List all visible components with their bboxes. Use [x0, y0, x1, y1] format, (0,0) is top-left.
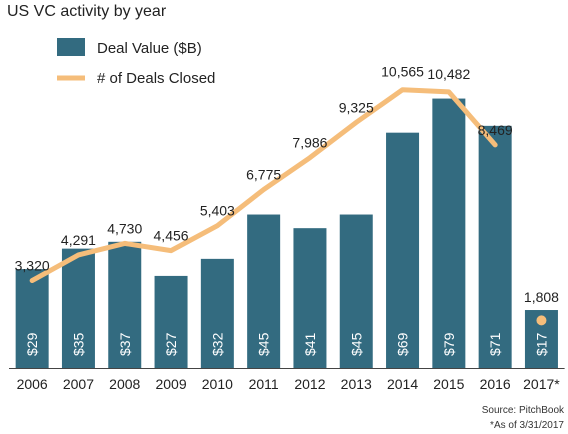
x-tick-label: 2011 [249, 376, 279, 392]
deals-value-label: 5,403 [200, 203, 235, 219]
bar-2015 [432, 98, 466, 368]
x-tick-label: 2010 [202, 376, 233, 392]
date-footnote: *As of 3/31/2017 [490, 420, 564, 431]
bar-value-label: $41 [302, 332, 318, 356]
deals-value-label: 3,320 [15, 258, 50, 274]
bar-value-label: $29 [24, 332, 40, 356]
bar-value-label: $37 [117, 332, 133, 356]
bar-2014 [386, 132, 420, 368]
deals-value-label: 7,986 [292, 135, 327, 151]
x-tick-label: 2008 [109, 376, 140, 392]
deals-value-label: 4,291 [61, 232, 96, 248]
bar-value-label: $45 [256, 332, 272, 356]
bar-2008 [108, 241, 142, 368]
bar-2011 [247, 214, 281, 368]
bar-value-label: $32 [209, 332, 225, 356]
line-series: 3,320 4,291 4,730 4,456 5,403 6,775 7,986 9,325… [15, 64, 559, 326]
x-tick-label: 2013 [341, 376, 372, 392]
chart-title: US VC activity by year [7, 3, 167, 20]
bar-2009 [154, 275, 188, 368]
bar-value-label: $45 [348, 332, 364, 356]
legend-label-bar: Deal Value ($B) [97, 40, 202, 57]
legend-swatch-bar [57, 38, 85, 56]
bar-value-label: $71 [487, 332, 503, 356]
x-tick-label: 2016 [480, 376, 511, 392]
source-note: Source: PitchBook [482, 405, 565, 416]
deals-point-2017 [536, 315, 547, 326]
bar-2006 [15, 269, 49, 368]
bar-value-label: $79 [441, 332, 457, 356]
deals-line [29, 87, 498, 284]
deals-value-label: 4,456 [154, 228, 189, 244]
deals-value-label: 10,565 [381, 64, 424, 80]
bar-2007 [61, 248, 95, 368]
x-tick-label: 2015 [433, 376, 464, 392]
x-axis: 2006 2007 2008 2009 2010 2011 2012 2013 2014 2015… [9, 368, 565, 392]
legend-label-line: # of Deals Closed [97, 70, 215, 87]
x-tick-label: 2017* [523, 376, 560, 392]
deals-value-label: 1,808 [524, 289, 559, 305]
bar-value-label: $27 [163, 332, 179, 356]
deals-value-label: 10,482 [427, 66, 470, 82]
x-tick-label: 2007 [63, 376, 94, 392]
x-tick-label: 2009 [155, 376, 186, 392]
bar-2012 [293, 228, 327, 368]
bar-value-label: $35 [70, 332, 86, 356]
bar-series: $29 $35 $37 $27 $32 $45 $41 $45 $69 $79 $71 $17 [15, 98, 558, 368]
legend: Deal Value ($B) # of Deals Closed [57, 38, 215, 87]
bar-value-label: $17 [533, 332, 549, 356]
x-tick-label: 2012 [294, 376, 325, 392]
deals-value-label: 6,775 [246, 167, 281, 183]
bar-value-label: $69 [395, 332, 411, 356]
x-tick-label: 2006 [17, 376, 48, 392]
deals-value-label: 9,325 [339, 99, 374, 115]
bar-2013 [339, 214, 373, 368]
bar-2010 [200, 258, 234, 368]
x-tick-label: 2014 [387, 376, 418, 392]
bar-2016 [478, 125, 512, 368]
deals-value-label: 4,730 [107, 220, 142, 236]
deals-value-label: 8,469 [478, 122, 513, 138]
